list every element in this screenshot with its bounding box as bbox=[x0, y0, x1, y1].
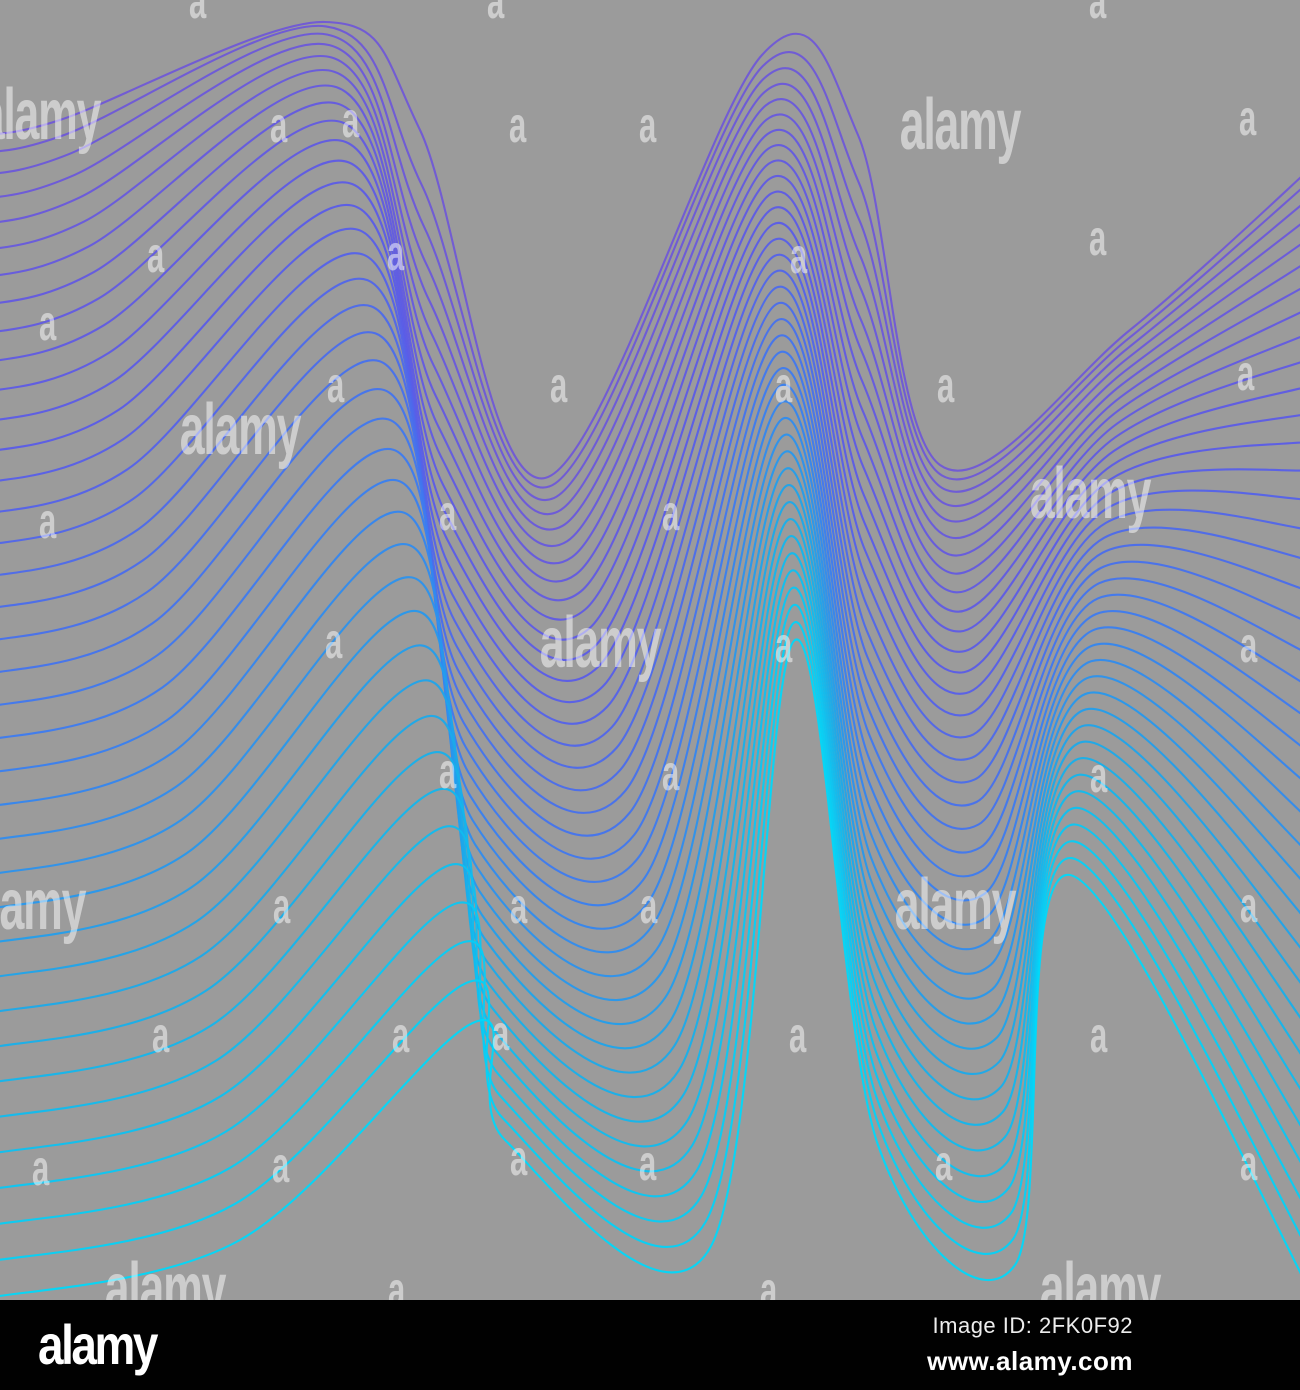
wave-line bbox=[0, 621, 1300, 1261]
wave-line bbox=[0, 604, 1300, 1229]
wave-line bbox=[0, 417, 1300, 954]
wave-line bbox=[0, 119, 1300, 602]
wave-line bbox=[0, 159, 1300, 641]
wave-line bbox=[0, 501, 1300, 1075]
wave-line bbox=[0, 54, 1300, 531]
wave-line bbox=[0, 227, 1300, 703]
wave-line bbox=[0, 535, 1300, 1126]
wave-line bbox=[0, 68, 1300, 547]
artwork-canvas: alamyalamyalamyalamyalamyalamyalamyalamy… bbox=[0, 0, 1300, 1300]
wave-line bbox=[0, 450, 1300, 1001]
wave-lines-graphic bbox=[0, 20, 1300, 1297]
wave-line bbox=[0, 269, 1300, 747]
wave-line bbox=[0, 252, 1300, 725]
wave-line bbox=[0, 24, 1300, 489]
footer-bar: alamy Image ID: 2FK0F92 www.alamy.com bbox=[0, 1300, 1300, 1390]
wave-line bbox=[0, 302, 1300, 792]
wave-line bbox=[0, 367, 1300, 883]
wave-line bbox=[0, 139, 1300, 621]
wave-line bbox=[0, 384, 1300, 907]
wave-line bbox=[0, 318, 1300, 814]
footer-info: Image ID: 2FK0F92 www.alamy.com bbox=[927, 1313, 1133, 1377]
image-id-label: Image ID: 2FK0F92 bbox=[932, 1313, 1133, 1338]
wave-line bbox=[0, 32, 1300, 502]
wave-line bbox=[0, 20, 1300, 480]
wave-line bbox=[0, 518, 1300, 1101]
wave-line bbox=[0, 434, 1300, 978]
wave-line bbox=[0, 638, 1300, 1297]
wave-line bbox=[0, 181, 1300, 662]
wave-line bbox=[0, 334, 1300, 837]
website-url: www.alamy.com bbox=[927, 1346, 1133, 1376]
wave-line bbox=[0, 400, 1300, 930]
wave-line bbox=[0, 101, 1300, 583]
wave-line bbox=[0, 569, 1300, 1178]
alamy-logo: alamy bbox=[38, 1313, 158, 1376]
wave-line bbox=[0, 285, 1300, 769]
wave-line bbox=[0, 586, 1300, 1203]
wave-line bbox=[0, 42, 1300, 516]
wave-line bbox=[0, 467, 1300, 1025]
wave-line bbox=[0, 84, 1300, 565]
wave-line bbox=[0, 203, 1300, 682]
wave-line bbox=[0, 350, 1300, 860]
wave-line bbox=[0, 484, 1300, 1050]
wave-line bbox=[0, 552, 1300, 1152]
